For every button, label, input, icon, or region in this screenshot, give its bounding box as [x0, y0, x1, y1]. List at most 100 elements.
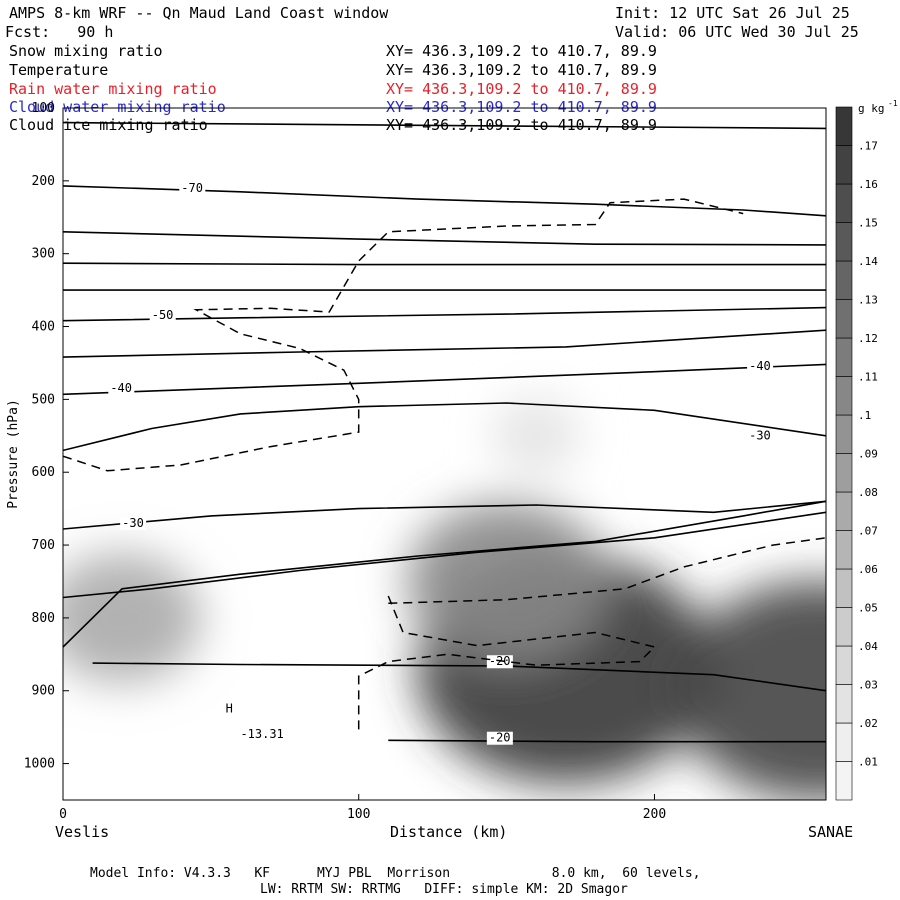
- colorbar-label-15: .16: [858, 178, 878, 191]
- colorbar-cell-6: [835, 530, 853, 570]
- y-tick-label-6: 700: [32, 538, 55, 553]
- y-tick-label-8: 900: [32, 684, 55, 699]
- colorbar-cell-17: [835, 106, 853, 146]
- y-tick-label-2: 300: [32, 247, 55, 262]
- colorbar-label-10: .11: [858, 371, 878, 384]
- colorbar-cell-9: [835, 414, 853, 454]
- field-name-snow: Snow mixing ratio: [9, 42, 163, 60]
- valid-time: Valid: 06 UTC Wed 30 Jul 25: [615, 23, 859, 41]
- colorbar-label-0: .01: [858, 756, 878, 769]
- isotherm-9: [63, 500, 826, 530]
- colorbar-cell-11: [835, 337, 853, 377]
- x-tick-label-1: 100: [347, 807, 370, 822]
- init-time: Init: 12 UTC Sat 26 Jul 25: [615, 4, 850, 22]
- isotherm-11: [63, 500, 826, 648]
- colorbar-cell-3: [835, 645, 853, 685]
- colorbar-cell-14: [835, 222, 853, 262]
- isotherm-label-5: -50: [152, 308, 174, 322]
- isotherm-0: [63, 121, 826, 130]
- isotherm-label-7: -40: [749, 359, 771, 373]
- isotherm-7: [63, 363, 826, 396]
- colorbar-cell-7: [835, 491, 853, 531]
- colorbar-unit: g kg: [858, 102, 885, 115]
- isotherm-label-8: -30: [749, 428, 771, 442]
- isotherm-3: [63, 262, 826, 266]
- colorbar-cell-15: [835, 183, 853, 223]
- snow-contours: [63, 198, 826, 735]
- y-tick-label-3: 400: [32, 320, 55, 335]
- colorbar-label-11: .12: [858, 332, 878, 345]
- isotherm-8: [63, 402, 826, 452]
- minimum-value-label: -13.31: [240, 727, 283, 741]
- isotherm-1: [63, 185, 826, 217]
- snow-contour-2: [357, 595, 656, 735]
- colorbar-label-8: .09: [858, 448, 878, 461]
- colorbar-label-4: .05: [858, 602, 878, 615]
- snow-shading: [63, 395, 826, 800]
- isotherm-6: [63, 329, 826, 358]
- forecast-hour: Fcst: 90 h: [5, 23, 114, 41]
- y-tick-label-5: 600: [32, 465, 55, 480]
- field-xy-rain: XY= 436.3,109.2 to 410.7, 89.9: [386, 80, 657, 98]
- colorbar-unit-exponent: -1: [888, 99, 898, 108]
- snow-maximum-1: [675, 580, 826, 800]
- colorbar-label-7: .08: [858, 486, 878, 499]
- isotherm-label-bg-9: [120, 516, 147, 530]
- snow-shading-blur: [63, 395, 826, 800]
- snow-contour-1: [388, 537, 826, 605]
- chart-title: AMPS 8-km WRF -- Qn Maud Land Coast wind…: [9, 4, 389, 22]
- colorbar-label-14: .15: [858, 217, 878, 230]
- colorbar-cell-10: [835, 376, 853, 416]
- snow-contour-0: [63, 198, 744, 472]
- colorbar-label-2: .03: [858, 679, 878, 692]
- isotherm-label-bg-5: [149, 309, 176, 323]
- snow-maximum-2: [63, 552, 202, 683]
- field-name-temperature: Temperature: [9, 61, 109, 79]
- isotherm-label-bg-1: [179, 181, 206, 195]
- isotherm-2: [63, 231, 826, 246]
- x-tick-label-2: 200: [643, 807, 666, 822]
- colorbar-cell-4: [835, 607, 853, 647]
- y-tick-label-4: 500: [32, 392, 55, 407]
- colorbar-label-6: .07: [858, 525, 878, 538]
- isotherm-10: [63, 511, 826, 599]
- colorbar-label-16: .17: [858, 140, 878, 153]
- colorbar-label-9: .1: [858, 409, 871, 422]
- snow-maximum-3: [406, 501, 607, 662]
- colorbar-cell-16: [835, 145, 853, 185]
- field-name-cloud-water: Cloud water mixing ratio: [9, 98, 226, 116]
- isotherm-5: [63, 306, 826, 322]
- y-tick-label-0: 100: [32, 101, 55, 116]
- isotherm-label-13: -20: [489, 731, 511, 745]
- colorbar-cell-0: [835, 761, 853, 801]
- isotherm-label-7: -40: [110, 381, 132, 395]
- colorbar-label-5: .06: [858, 563, 878, 576]
- field-xy-temperature: XY= 436.3,109.2 to 410.7, 89.9: [386, 61, 657, 79]
- isotherm-13: [388, 739, 826, 743]
- colorbar-label-1: .02: [858, 717, 878, 730]
- isotherm-label-bg-8: [747, 429, 774, 443]
- colorbar-label-3: .04: [858, 640, 878, 653]
- model-info-line1: Model Info: V4.3.3 KF MYJ PBL Morrison 8…: [90, 866, 701, 881]
- x-axis-label: Distance (km): [390, 823, 508, 841]
- isotherm-label-bg-7: [747, 360, 774, 374]
- field-name-cloud-ice: Cloud ice mixing ratio: [9, 116, 208, 134]
- plot-frame: [62, 107, 827, 801]
- field-xy-cloud-water: XY= 436.3,109.2 to 410.7, 89.9: [386, 98, 657, 116]
- y-tick-label-1: 200: [32, 174, 55, 189]
- y-tick-label-9: 1000: [24, 757, 55, 772]
- colorbar-cell-2: [835, 684, 853, 724]
- x-tick-label-0: 0: [59, 807, 67, 822]
- field-name-rain: Rain water mixing ratio: [9, 80, 217, 98]
- colorbar-cell-13: [835, 260, 853, 300]
- colorbar-cell-12: [835, 299, 853, 339]
- isotherm-label-bg-7: [108, 382, 135, 396]
- left-location-label: Veslis: [55, 823, 110, 841]
- colorbar-cell-8: [835, 453, 853, 493]
- y-tick-label-7: 800: [32, 611, 55, 626]
- y-axis-label: Pressure (hPa): [6, 399, 21, 509]
- field-xy-snow: XY= 436.3,109.2 to 410.7, 89.9: [386, 42, 657, 60]
- isotherm-label-9: -30: [122, 516, 144, 530]
- model-info-line2: LW: RRTM SW: RRTMG DIFF: simple KM: 2D S…: [260, 882, 628, 897]
